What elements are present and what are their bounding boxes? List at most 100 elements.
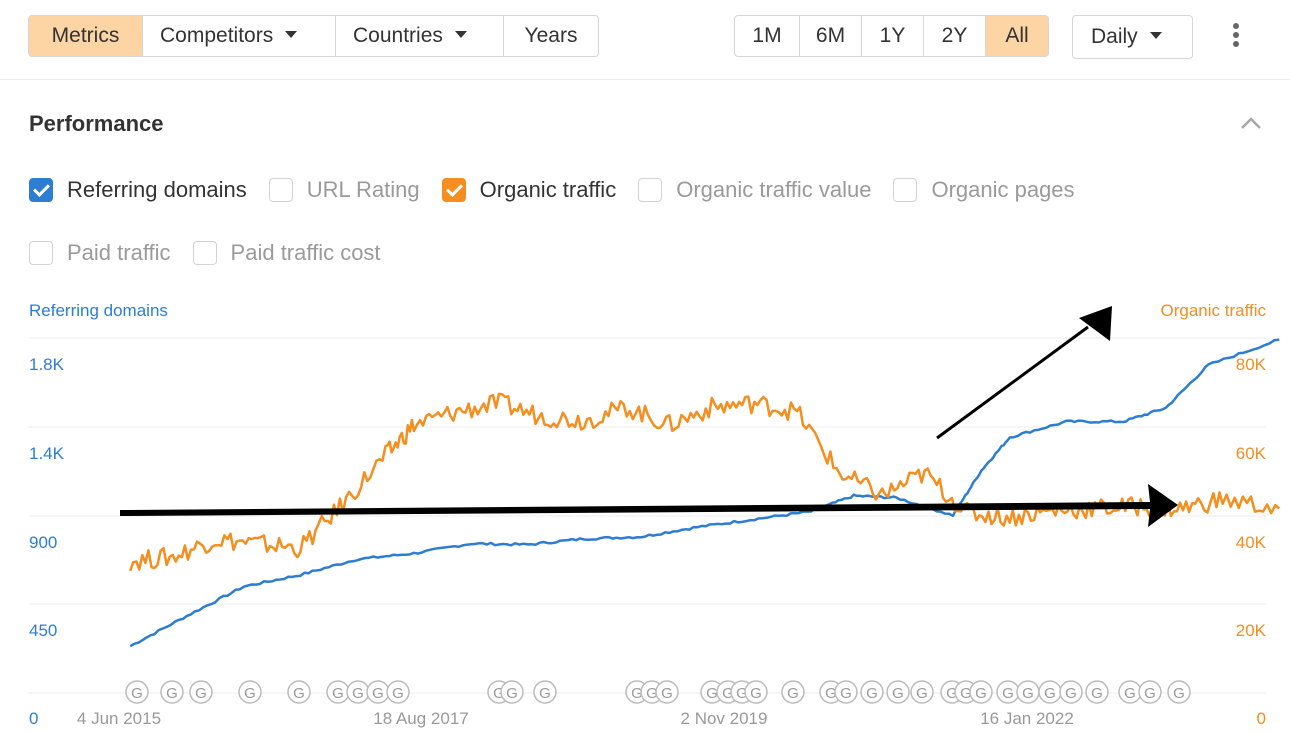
google-update-marker[interactable]: G <box>500 680 524 704</box>
left-axis-label: Referring domains <box>29 301 168 320</box>
tab-years[interactable]: Years <box>524 24 578 47</box>
range-all-button[interactable]: All <box>986 16 1048 56</box>
checkbox-label: Organic traffic value <box>676 177 872 202</box>
google-update-marker[interactable]: G <box>886 680 910 704</box>
range-1y-button[interactable]: 1Y <box>862 16 924 56</box>
google-update-marker[interactable]: G <box>346 680 370 704</box>
svg-text:G: G <box>244 685 256 702</box>
google-update-marker[interactable]: G <box>744 680 768 704</box>
checkbox-label: Paid traffic <box>67 240 171 265</box>
range-6m-button[interactable]: 6M <box>800 16 862 56</box>
checkbox-unchecked[interactable] <box>893 178 918 202</box>
left-tick-label: 1.8K <box>29 355 65 374</box>
checkbox-paid-traffic[interactable]: Paid traffic <box>29 240 171 266</box>
google-update-marker[interactable]: G <box>969 680 993 704</box>
google-update-marker[interactable]: G <box>1038 680 1062 704</box>
range-2y-button[interactable]: 2Y <box>924 16 986 56</box>
google-update-marker[interactable]: G <box>533 680 557 704</box>
chevron-up-icon[interactable] <box>1238 113 1264 133</box>
google-update-marker[interactable]: G <box>1118 680 1142 704</box>
svg-text:G: G <box>1173 685 1185 702</box>
google-update-marker[interactable]: G <box>1016 680 1040 704</box>
svg-text:G: G <box>1002 685 1014 702</box>
google-update-marker[interactable]: G <box>326 680 350 704</box>
svg-text:G: G <box>352 685 364 702</box>
google-update-marker[interactable]: G <box>287 680 311 704</box>
right-tick-label: 40K <box>1236 533 1267 552</box>
google-update-marker[interactable]: G <box>366 680 390 704</box>
checkbox-url-rating[interactable]: URL Rating <box>268 177 420 203</box>
svg-text:G: G <box>539 685 551 702</box>
view-tab-group: Metrics Competitors Countries Years <box>28 15 599 57</box>
google-update-marker[interactable]: G <box>834 680 858 704</box>
google-update-marker[interactable]: G <box>1167 680 1191 704</box>
svg-text:G: G <box>392 685 404 702</box>
svg-text:G: G <box>1044 685 1056 702</box>
svg-text:G: G <box>787 685 799 702</box>
performance-chart[interactable]: Referring domains Organic traffic 1.8K1.… <box>0 290 1290 734</box>
trend-arrow-up-head <box>1079 306 1112 341</box>
google-update-marker[interactable]: G <box>655 680 679 704</box>
checkbox-checked[interactable] <box>29 178 53 202</box>
svg-text:G: G <box>293 685 305 702</box>
more-options-icon[interactable] <box>1224 20 1248 54</box>
x-axis-ticks: 4 Jun 2015 18 Aug 2017 2 Nov 2019 16 Jan 20… <box>77 709 1074 728</box>
svg-text:G: G <box>372 685 384 702</box>
chart-series <box>129 338 1281 648</box>
google-update-marker[interactable]: G <box>781 680 805 704</box>
interval-select[interactable]: Daily <box>1072 15 1193 59</box>
right-tick-label: 20K <box>1236 621 1267 640</box>
checkbox-checked[interactable] <box>441 178 466 202</box>
range-button-group: 1M 6M 1Y 2Y All <box>734 15 1049 57</box>
svg-text:G: G <box>722 685 734 702</box>
google-update-marker[interactable]: G <box>996 680 1020 704</box>
google-update-marker[interactable]: G <box>125 680 149 704</box>
svg-text:G: G <box>892 685 904 702</box>
google-update-marker[interactable]: G <box>910 680 934 704</box>
checkbox-unchecked[interactable] <box>638 178 663 202</box>
referring-domains-line <box>129 338 1280 648</box>
checkbox-paid-traffic-cost[interactable]: Paid traffic cost <box>192 240 381 266</box>
google-update-marker[interactable]: G <box>238 680 262 704</box>
checkbox-label: Organic pages <box>931 177 1075 202</box>
interval-value: Daily <box>1091 25 1138 48</box>
checkbox-unchecked[interactable] <box>268 178 293 202</box>
competitors-dropdown[interactable]: Competitors <box>143 16 336 56</box>
trend-arrow-up-shaft <box>936 325 1089 440</box>
google-update-marker[interactable]: G <box>160 680 184 704</box>
google-update-marker[interactable]: G <box>1059 680 1083 704</box>
left-tick-label: 450 <box>29 621 57 640</box>
checkbox-unchecked[interactable] <box>192 241 217 265</box>
google-update-marker[interactable]: G <box>386 680 410 704</box>
svg-text:G: G <box>131 685 143 702</box>
svg-text:G: G <box>840 685 852 702</box>
svg-text:G: G <box>1144 685 1156 702</box>
svg-text:G: G <box>166 685 178 702</box>
left-tick-label: 1.4K <box>29 444 65 463</box>
chevron-down-icon <box>454 30 467 38</box>
right-tick-label: 80K <box>1236 355 1267 374</box>
checkbox-unchecked[interactable] <box>29 241 53 265</box>
tab-metrics[interactable]: Metrics <box>29 16 143 56</box>
left-tick-label: 0 <box>29 709 38 728</box>
google-update-marker[interactable]: G <box>1085 680 1109 704</box>
chevron-down-icon <box>285 30 298 38</box>
right-tick-label: 60K <box>1236 444 1267 463</box>
checkbox-organic-pages[interactable]: Organic pages <box>893 177 1075 203</box>
svg-text:G: G <box>646 685 658 702</box>
checkbox-referring-domains[interactable]: Referring domains <box>29 177 247 203</box>
google-update-marker[interactable]: G <box>860 680 884 704</box>
google-update-marker[interactable]: G <box>1138 680 1162 704</box>
svg-text:G: G <box>736 685 748 702</box>
checkbox-organic-traffic[interactable]: Organic traffic <box>441 177 616 203</box>
svg-text:G: G <box>1124 685 1136 702</box>
x-tick-label: 16 Jan 2022 <box>980 709 1074 728</box>
google-update-marker[interactable]: G <box>189 680 213 704</box>
range-1m-button[interactable]: 1M <box>735 16 800 56</box>
countries-dropdown[interactable]: Countries <box>336 16 504 56</box>
svg-text:G: G <box>195 685 207 702</box>
checkbox-organic-traffic-value[interactable]: Organic traffic value <box>638 177 871 203</box>
x-tick-label: 4 Jun 2015 <box>77 709 161 728</box>
competitors-label: Competitors <box>160 24 274 47</box>
